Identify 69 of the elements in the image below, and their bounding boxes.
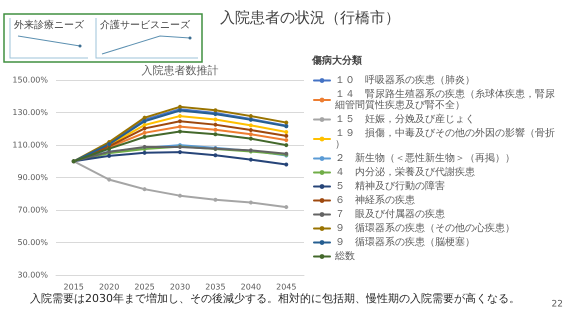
point xyxy=(142,134,147,139)
point xyxy=(213,132,218,136)
point xyxy=(178,130,182,134)
x-tick-label: 2015 xyxy=(64,282,84,292)
point xyxy=(284,162,288,166)
point xyxy=(178,194,182,198)
point xyxy=(142,126,147,130)
point xyxy=(142,187,147,192)
legend-label: 総数 xyxy=(334,250,355,262)
point xyxy=(248,123,253,128)
text: 入院需要は2030年まで増加し、その後減少する。相対的に包括期、慢性期の入院需要が高くなる。 xyxy=(30,292,520,305)
legend-label: １０ 呼吸器系の疾患（肺炎） xyxy=(335,74,475,86)
y-tick-label: 70.00% xyxy=(17,206,48,214)
chart-subtitle: 入院患者数推計 xyxy=(142,64,218,77)
y-tick-label: 30.00% xyxy=(17,270,48,280)
legend-label: ６ 神経系の疾患 xyxy=(335,194,415,206)
point xyxy=(284,134,288,138)
legend-label: ５ 精神及び行動の障害 xyxy=(335,180,445,192)
point xyxy=(213,128,218,132)
point xyxy=(213,122,218,127)
point xyxy=(142,130,147,135)
x-tick-label: 2020 xyxy=(98,282,120,292)
point xyxy=(248,158,253,162)
legend-label: ９ 循環器系の疾患（その他の心疾患） xyxy=(335,222,515,234)
point xyxy=(178,104,182,109)
text: 22 xyxy=(552,300,563,310)
point xyxy=(107,154,112,158)
point xyxy=(248,136,253,141)
legend-label: １９ 損傷，中毒及びその他の外因の影響（骨折） xyxy=(335,127,555,150)
point xyxy=(178,119,182,124)
point xyxy=(284,143,288,148)
point xyxy=(284,205,288,210)
x-tick-label: 2030 xyxy=(170,282,190,292)
legend-label: ４ 内分泌，栄養及び代謝疾患 xyxy=(335,166,475,178)
point xyxy=(213,108,218,112)
legend-label: １４ 腎尿路生殖器系の疾患（糸球体疾患，腎尿細管間質性疾患及び腎不全） xyxy=(334,88,555,111)
y-tick-label: 130.00% xyxy=(12,108,48,117)
y-tick-label: 110.00% xyxy=(12,140,48,150)
point xyxy=(248,132,253,136)
x-tick-label: 2045 xyxy=(276,282,296,292)
y-tick-label: 150.00% xyxy=(12,76,48,84)
y-tick-label: 50.00% xyxy=(17,238,48,247)
x-tick-label: 2025 xyxy=(134,282,155,292)
legend-label: １５ 妊娠，分娩及び産じょく xyxy=(335,113,475,125)
point xyxy=(213,153,218,158)
legend-label: ９ 循環器系の疾患（脳梗塞） xyxy=(335,236,475,248)
point xyxy=(178,124,182,129)
chart-title: 入院患者の状況（行橋市） xyxy=(220,8,400,26)
point xyxy=(248,128,253,132)
x-tick-label: 2035 xyxy=(205,282,226,292)
legend-label: ７ 眼及び付属器の疾患 xyxy=(335,208,445,220)
point xyxy=(213,117,218,122)
text: 介護サービスニーズ xyxy=(100,19,191,31)
point xyxy=(284,130,288,134)
y-tick-label: 90.00% xyxy=(17,173,48,182)
point xyxy=(107,178,112,182)
point xyxy=(284,120,288,125)
point xyxy=(142,123,147,128)
point xyxy=(248,114,253,118)
point xyxy=(142,150,147,155)
point xyxy=(213,198,218,202)
point xyxy=(284,138,288,142)
legend-label: ２ 新生物（＜悪性新生物＞（再掲）） xyxy=(335,152,515,164)
point xyxy=(178,150,182,154)
point xyxy=(178,114,182,118)
point xyxy=(248,200,253,205)
text: 外来診療ニーズ xyxy=(14,19,85,31)
legend-title: 傷病大分類 xyxy=(311,54,362,66)
x-tick-label: 2040 xyxy=(240,282,262,292)
